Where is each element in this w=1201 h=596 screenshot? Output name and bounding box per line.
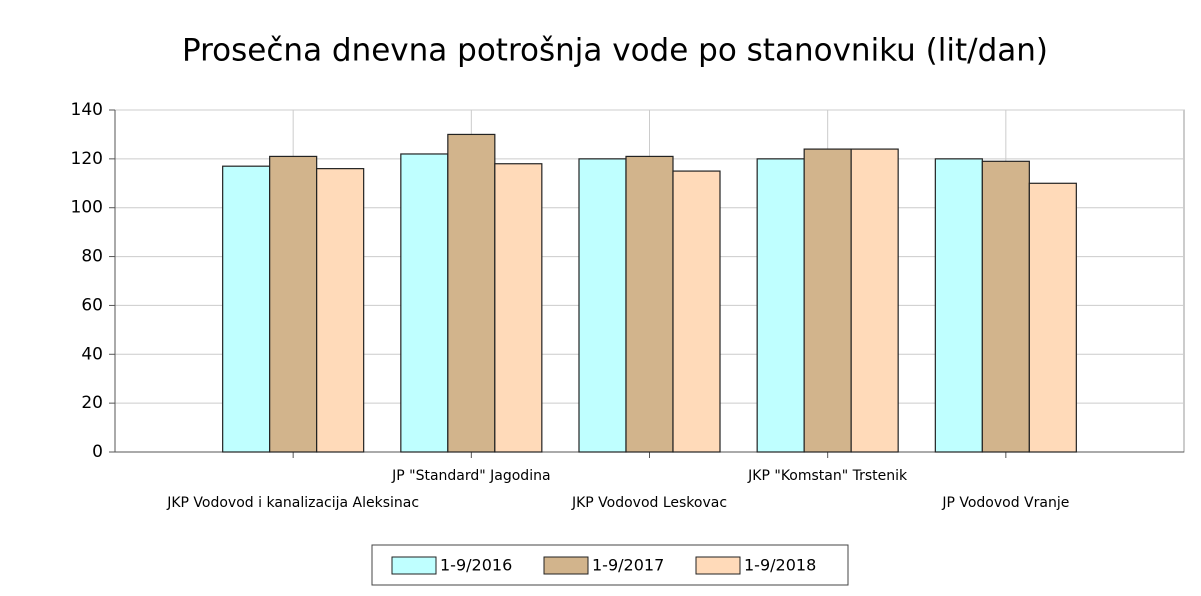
x-tick-label: JKP Vodovod Leskovac	[571, 495, 727, 511]
y-tick-label: 140	[71, 100, 103, 120]
y-tick-label: 20	[81, 393, 103, 413]
legend-label: 1-9/2016	[440, 556, 512, 575]
bar	[803, 148, 852, 453]
bar	[400, 153, 449, 453]
y-tick-label: 100	[71, 198, 103, 218]
bar	[316, 168, 365, 453]
y-tick-label: 120	[71, 149, 103, 169]
legend-box	[371, 544, 849, 586]
legend-swatch	[543, 556, 589, 575]
bar	[222, 165, 271, 453]
y-tick-label: 80	[81, 247, 103, 267]
bar	[269, 155, 318, 453]
x-tick-label: JP "Standard" Jagodina	[391, 468, 550, 484]
bar	[934, 158, 983, 453]
legend-swatch	[695, 556, 741, 575]
bar	[494, 163, 543, 453]
y-tick-label: 0	[92, 442, 103, 462]
bar	[672, 170, 721, 453]
legend-swatch	[391, 556, 437, 575]
bar	[850, 148, 899, 453]
y-tick-label: 60	[81, 295, 103, 315]
bar	[578, 158, 627, 453]
x-tick-label: JKP "Komstan" Trstenik	[747, 468, 908, 484]
y-tick-label: 40	[81, 344, 103, 364]
bar	[756, 158, 805, 453]
bar	[447, 133, 496, 453]
bar	[625, 155, 674, 453]
legend-label: 1-9/2017	[592, 556, 664, 575]
chart-title: Prosečna dnevna potrošnja vode po stanov…	[182, 33, 1048, 69]
x-tick-label: JP Vodovod Vranje	[941, 495, 1069, 511]
x-tick-label: JKP Vodovod i kanalizacija Aleksinac	[166, 495, 419, 511]
bar	[981, 160, 1030, 453]
bar	[1028, 182, 1077, 453]
legend-label: 1-9/2018	[744, 556, 816, 575]
